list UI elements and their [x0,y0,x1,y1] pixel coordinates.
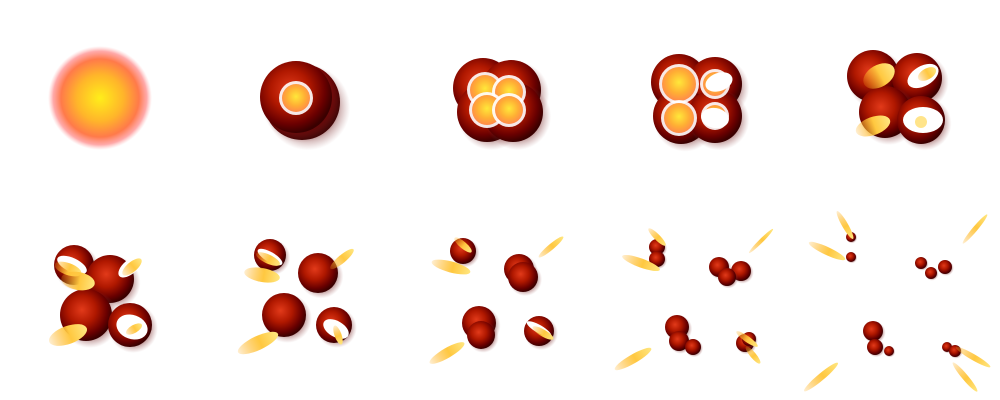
debris-ball [669,331,689,351]
explosion-frame-4 [651,54,750,152]
debris-ball [846,252,856,262]
flame-streak [962,214,988,244]
flame-streak [863,63,895,89]
explosion-frame-8 [429,236,564,364]
explosion-frame-5 [847,50,952,151]
explosion-frame-9 [614,228,774,371]
debris-ball [718,268,736,286]
explosion-frame-1 [48,46,152,150]
smoke-gap [701,107,729,129]
debris-ball [938,260,952,274]
smoke-gap [705,72,733,92]
flame-streak [748,228,774,254]
debris-ball [649,251,665,267]
debris-ball [467,321,495,349]
flame-streak [454,237,472,253]
flame-streak [808,241,846,261]
flame-streak [855,115,891,137]
flame-streak [648,228,666,246]
debris-ball [450,238,476,264]
glow-core [48,46,152,150]
flame-streak [803,362,839,392]
flame-streak [836,211,854,239]
debris-ball [863,321,883,341]
explosion-frame-3 [453,58,552,151]
fire-core [664,103,694,133]
flame-streak [622,254,660,272]
flame-streak [538,236,564,258]
flame-streak [48,324,88,346]
flame-streak [237,331,279,355]
fire-core [662,67,696,101]
flame-streak [330,248,354,270]
explosion-frame-2 [260,61,351,151]
debris-ball [884,346,894,356]
flame-streak [429,342,465,364]
flame-streak [61,271,95,291]
debris-ball [925,267,937,279]
fire-core [282,84,310,112]
flame-streak [244,267,280,283]
debris-ball [685,339,701,355]
flame-streak [333,325,343,345]
debris-ball [298,253,338,293]
flame-streak [736,331,758,347]
flame-streak [532,326,554,340]
flame-streak [125,323,143,335]
flame-streak [614,347,652,371]
explosion-frame-6 [48,245,158,353]
flame-streak [122,258,142,276]
debris-ball [915,257,927,269]
flame-streak [917,67,937,81]
explosion-frame-10 [803,211,991,392]
explosion-frame-7 [237,239,357,355]
flame-streak [955,346,991,368]
ember [915,116,927,128]
fire-core [495,96,523,124]
flame-streak [431,259,471,275]
debris-ball [508,262,538,292]
flame-streak [745,346,761,364]
flame-streak [256,252,280,266]
debris-ball [262,293,306,337]
debris-ball [867,339,883,355]
flame-streak [952,362,978,392]
